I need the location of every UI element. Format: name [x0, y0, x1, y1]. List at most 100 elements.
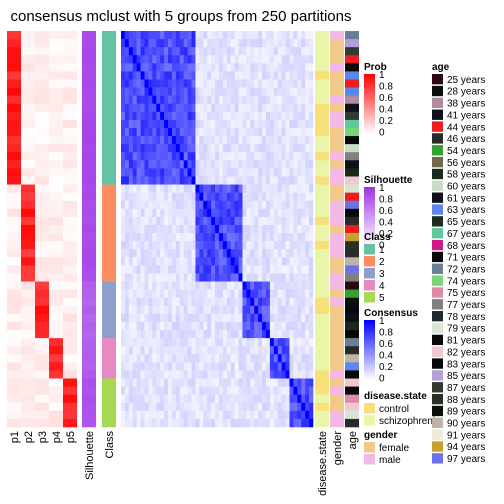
- consensus-cell: [230, 354, 235, 363]
- consensus-cell: [222, 418, 228, 428]
- consensus-cell: [164, 402, 169, 412]
- consensus-cell: [179, 160, 184, 169]
- consensus-cell: [242, 127, 247, 137]
- consensus-cell: [211, 249, 216, 258]
- consensus-cell: [254, 31, 259, 40]
- consensus-cell: [132, 168, 137, 177]
- prob-cell: [7, 136, 21, 145]
- consensus-cell: [242, 119, 247, 129]
- consensus-cell: [230, 224, 235, 234]
- consensus-cell: [211, 152, 216, 161]
- consensus-cell: [140, 103, 145, 113]
- consensus-cell: [187, 354, 192, 363]
- consensus-cell: [164, 103, 169, 113]
- consensus-cell: [152, 273, 157, 282]
- consensus-cell: [164, 378, 169, 387]
- consensus-cell: [277, 257, 282, 266]
- consensus-cell: [218, 144, 224, 153]
- consensus-cell: [293, 63, 298, 72]
- consensus-cell: [215, 305, 220, 315]
- consensus-cell: [203, 386, 208, 395]
- consensus-cell: [183, 119, 188, 129]
- consensus-cell: [305, 208, 310, 218]
- consensus-cell: [179, 265, 184, 274]
- disease-state-legend-swatch: [364, 403, 375, 414]
- consensus-cell: [234, 354, 239, 363]
- consensus-cell: [297, 152, 302, 161]
- consensus-cell: [168, 39, 173, 48]
- consensus-cell: [207, 144, 212, 153]
- consensus-cell: [144, 95, 149, 105]
- prob-cell: [21, 346, 35, 355]
- consensus-cell: [309, 119, 314, 129]
- consensus-cell: [121, 216, 126, 226]
- consensus-cell: [250, 313, 255, 323]
- consensus-cell: [168, 257, 173, 266]
- class-legend-label: 4: [379, 281, 385, 292]
- consensus-cell: [250, 354, 255, 363]
- consensus-cell: [215, 321, 220, 331]
- chart-title: consensus mclust with 5 groups from 250 …: [10, 8, 352, 25]
- consensus-cell: [230, 136, 235, 145]
- disease-state-cell: [315, 297, 329, 307]
- consensus-cell: [199, 386, 204, 395]
- consensus-cell: [281, 208, 286, 218]
- consensus-cell: [148, 354, 153, 363]
- silhouette-cell: [82, 31, 96, 40]
- consensus-cell: [301, 224, 306, 234]
- consensus-cell: [277, 354, 282, 363]
- consensus-cell: [309, 31, 314, 40]
- consensus-cell: [293, 168, 298, 177]
- consensus-cell: [211, 87, 216, 96]
- consensus-cell: [124, 386, 130, 395]
- consensus-cell: [144, 176, 149, 185]
- prob-cell: [35, 79, 49, 88]
- consensus-cell: [262, 192, 267, 202]
- consensus-cell: [226, 31, 232, 40]
- consensus-cell: [195, 289, 200, 298]
- consensus-cell: [211, 39, 216, 48]
- consensus-cell: [203, 144, 208, 153]
- consensus-cell: [168, 216, 173, 226]
- consensus-cell: [203, 184, 208, 193]
- prob-cell: [7, 176, 21, 185]
- consensus-cell: [121, 119, 126, 129]
- consensus-cell: [207, 184, 212, 193]
- consensus-cell: [281, 321, 286, 331]
- consensus-cell: [258, 63, 263, 72]
- consensus-cell: [218, 216, 224, 226]
- consensus-cell: [218, 346, 224, 355]
- consensus-cell: [285, 265, 290, 274]
- consensus-cell: [183, 31, 188, 40]
- consensus-cell: [175, 338, 181, 347]
- consensus-cell: [297, 95, 302, 105]
- consensus-cell: [160, 313, 165, 323]
- consensus-cell: [195, 71, 200, 80]
- consensus-cell: [218, 378, 224, 387]
- consensus-cell: [218, 281, 224, 290]
- prob-cell: [63, 249, 77, 258]
- consensus-cell: [211, 394, 216, 404]
- consensus-cell: [136, 249, 141, 258]
- age-cell: [345, 184, 359, 193]
- consensus-cell: [269, 386, 275, 395]
- consensus-cell: [246, 47, 251, 56]
- consensus-cell: [277, 47, 282, 56]
- consensus-cell: [238, 168, 243, 177]
- consensus-cell: [191, 241, 196, 250]
- consensus-cell: [136, 402, 141, 412]
- consensus-cell: [144, 410, 149, 420]
- prob-cell: [63, 208, 77, 218]
- consensus-cell: [199, 31, 204, 40]
- consensus-cell: [222, 127, 228, 137]
- consensus-cell: [215, 47, 220, 56]
- consensus-cell: [273, 394, 279, 404]
- consensus-cell: [148, 378, 153, 387]
- consensus-cell: [289, 71, 294, 80]
- gender-cell: [330, 313, 344, 323]
- consensus-cell: [199, 136, 204, 145]
- consensus-cell: [262, 273, 267, 282]
- consensus-cell: [226, 184, 232, 193]
- disease-state-cell: [315, 321, 329, 331]
- prob-cell: [21, 410, 35, 420]
